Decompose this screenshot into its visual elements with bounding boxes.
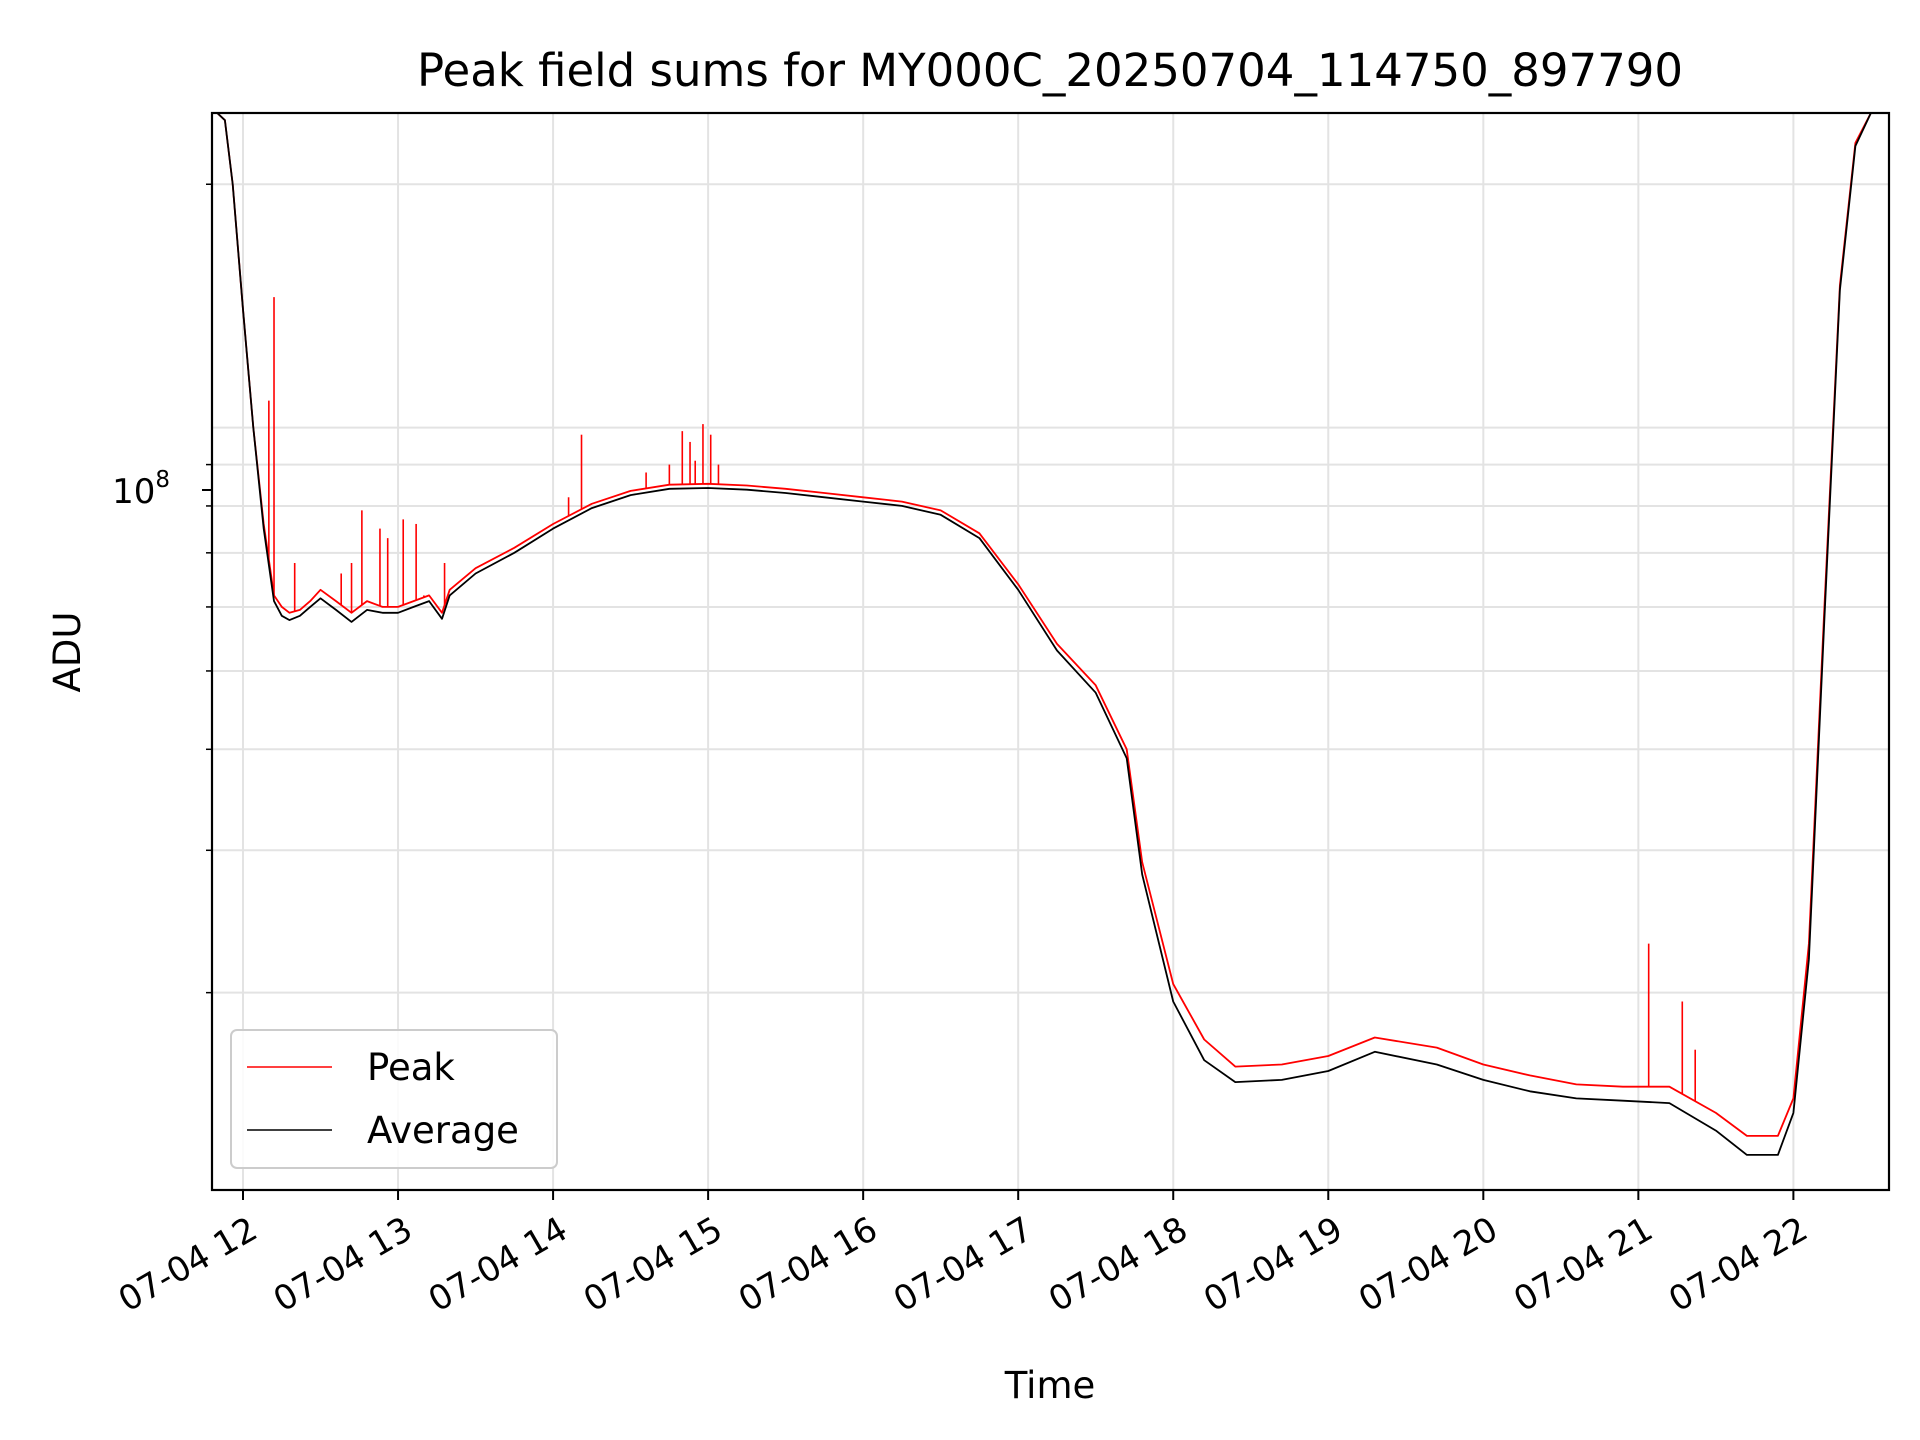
legend: Peak Average [230, 1029, 558, 1169]
chart-title: Peak field sums for MY000C_20250704_1147… [417, 44, 1683, 97]
x-tick-label: 07-04 15 [577, 1209, 729, 1320]
y-tick-label: 108 [112, 467, 170, 512]
legend-label-peak: Peak [367, 1046, 455, 1089]
plot-frame [210, 111, 1891, 1192]
series-line-average [216, 113, 1872, 1156]
legend-box [230, 1029, 558, 1169]
y-tick-exponent: 8 [155, 467, 170, 493]
series-line-peak [216, 113, 1872, 1137]
x-tick-label: 07-04 14 [422, 1209, 574, 1320]
grid [212, 113, 1889, 1190]
x-tick-label: 07-04 20 [1352, 1209, 1504, 1320]
x-tick-label: 07-04 21 [1507, 1209, 1659, 1320]
x-tick-label: 07-04 18 [1042, 1209, 1194, 1320]
x-tick-label: 07-04 16 [732, 1209, 884, 1320]
x-tick-label: 07-04 19 [1197, 1209, 1349, 1320]
y-axis-label: ADU [46, 612, 89, 693]
x-tick-label: 07-04 13 [267, 1209, 419, 1320]
legend-label-average: Average [367, 1109, 519, 1152]
x-axis-label: Time [1004, 1364, 1096, 1407]
x-tick-label: 07-04 12 [112, 1209, 264, 1320]
x-tick-label: 07-04 17 [887, 1209, 1039, 1320]
x-axis: 07-04 12 07-04 13 07-04 14 07-04 15 07-04 16… [112, 1190, 1815, 1320]
x-tick-label: 07-04 22 [1662, 1209, 1814, 1320]
series-group [216, 113, 1872, 1156]
y-tick-base: 10 [112, 472, 155, 512]
